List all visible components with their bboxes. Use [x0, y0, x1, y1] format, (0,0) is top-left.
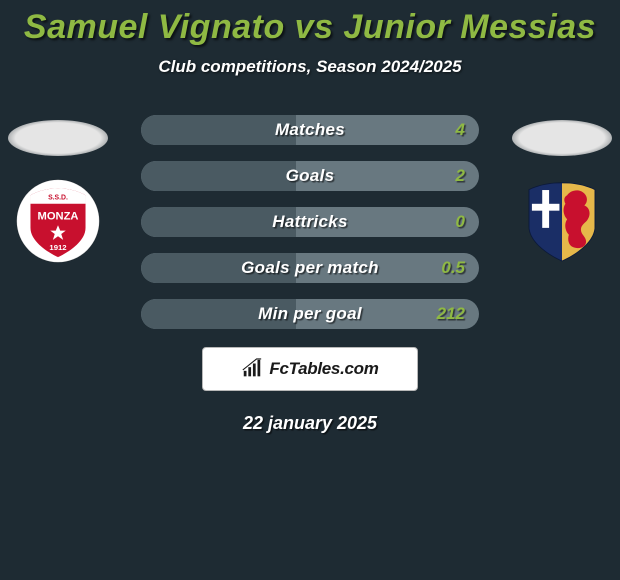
player-left-column: S.S.D. MONZA 1912: [8, 120, 108, 264]
page-title: Samuel Vignato vs Junior Messias: [0, 8, 620, 47]
stat-row: Matches4: [141, 115, 479, 145]
stat-value: 0.5: [441, 253, 465, 283]
fctables-logo-text: FcTables.com: [269, 359, 378, 379]
stat-value: 2: [456, 161, 465, 191]
fctables-logo: FcTables.com: [202, 347, 418, 391]
player-left-photo: [8, 120, 108, 156]
svg-text:1912: 1912: [49, 243, 66, 252]
stat-value: 212: [437, 299, 465, 329]
svg-text:MONZA: MONZA: [38, 210, 79, 222]
stat-row: Min per goal212: [141, 299, 479, 329]
stat-value: 4: [456, 115, 465, 145]
stat-label: Goals: [141, 161, 479, 191]
stat-row: Hattricks0: [141, 207, 479, 237]
player-right-photo: [512, 120, 612, 156]
stats-panel: Matches4Goals2Hattricks0Goals per match0…: [141, 115, 479, 329]
stat-label: Min per goal: [141, 299, 479, 329]
stat-row: Goals2: [141, 161, 479, 191]
stat-label: Goals per match: [141, 253, 479, 283]
stat-label: Matches: [141, 115, 479, 145]
bar-chart-icon: [241, 358, 263, 380]
stat-value: 0: [456, 207, 465, 237]
stat-row: Goals per match0.5: [141, 253, 479, 283]
player-right-column: [512, 120, 612, 264]
stat-label: Hattricks: [141, 207, 479, 237]
snapshot-date: 22 january 2025: [0, 413, 620, 434]
svg-text:S.S.D.: S.S.D.: [48, 195, 68, 202]
club-badge-left: S.S.D. MONZA 1912: [15, 178, 101, 264]
page-subtitle: Club competitions, Season 2024/2025: [0, 57, 620, 77]
club-badge-right: [519, 178, 605, 264]
